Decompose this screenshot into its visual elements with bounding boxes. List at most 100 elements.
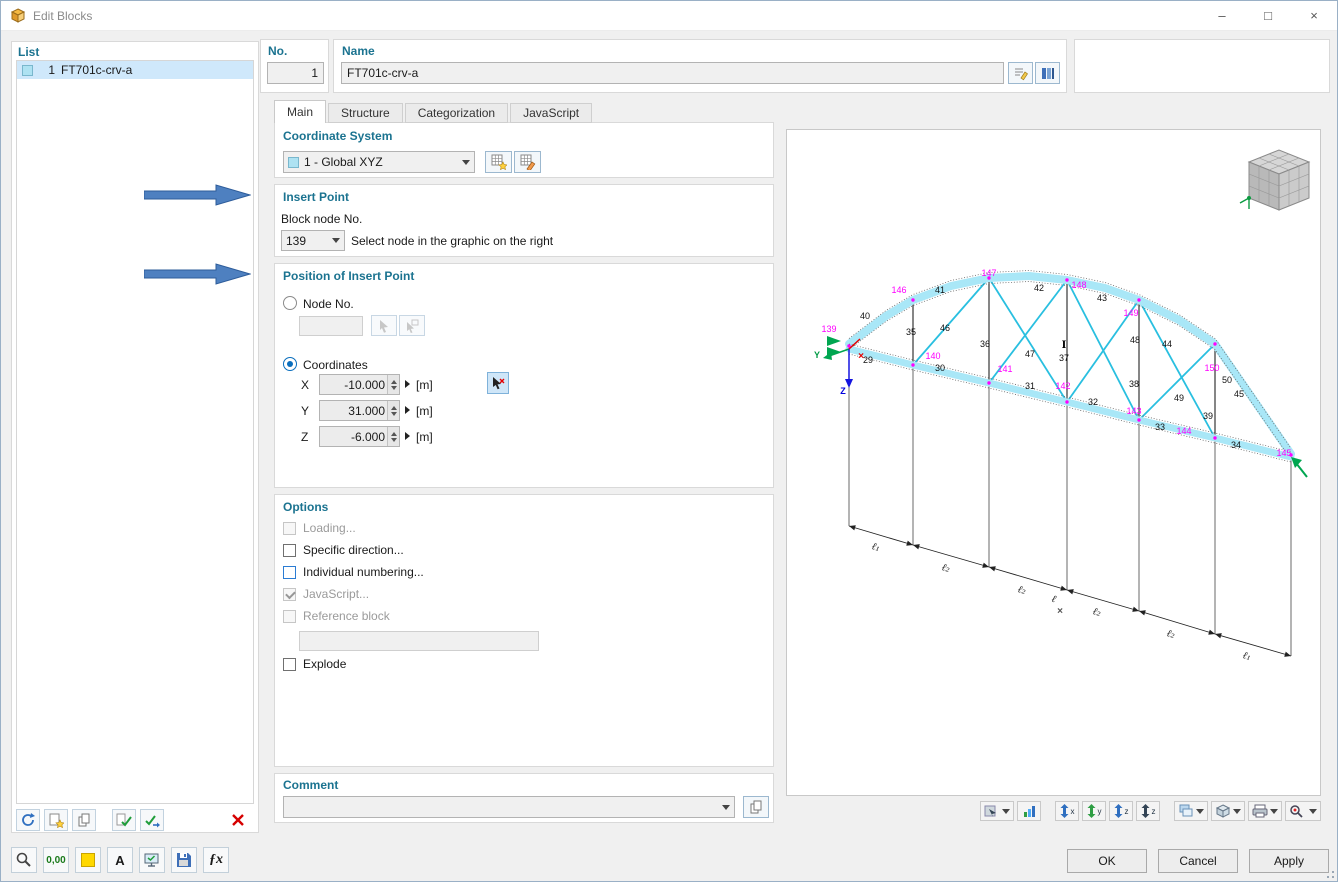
truss-diagonal-member[interactable]	[1138, 343, 1216, 421]
font-settings-button[interactable]: A	[107, 847, 133, 873]
unit-menu-icon[interactable]	[405, 432, 414, 440]
unit-menu-icon[interactable]	[405, 406, 414, 414]
node-dot[interactable]	[1137, 298, 1141, 302]
truss-diagonal-member[interactable]	[1066, 299, 1140, 403]
units-settings-button[interactable]: 0,00	[43, 847, 69, 873]
node-dot[interactable]	[1289, 453, 1293, 457]
block-list[interactable]: 1 FT701c-crv-a	[16, 60, 254, 804]
y-spinner[interactable]	[387, 401, 399, 420]
resize-grip[interactable]	[1322, 866, 1334, 878]
visibility-button[interactable]	[1174, 801, 1208, 821]
ok-button[interactable]: OK	[1067, 849, 1147, 873]
z-spinner[interactable]	[387, 427, 399, 446]
copy-comment-button[interactable]	[743, 796, 769, 818]
apply-check-button[interactable]	[140, 809, 164, 831]
maximize-button[interactable]: □	[1264, 8, 1272, 23]
loading-checkbox[interactable]	[283, 521, 296, 535]
coordinates-radio[interactable]	[283, 357, 297, 371]
library-button[interactable]	[1035, 62, 1060, 84]
option-reference-block[interactable]: Reference block	[283, 609, 390, 623]
tab-structure[interactable]: Structure	[328, 103, 403, 123]
find-button[interactable]	[11, 847, 37, 873]
print-button[interactable]	[1248, 801, 1282, 821]
node-dot[interactable]	[1137, 418, 1141, 422]
delete-block-button[interactable]	[226, 809, 250, 831]
new-block-button[interactable]	[44, 809, 68, 831]
option-explode[interactable]: Explode	[283, 657, 346, 671]
javascript-checkbox[interactable]	[283, 587, 296, 601]
graphic-settings-button[interactable]	[1017, 801, 1041, 821]
close-button[interactable]: ×	[1310, 8, 1318, 23]
block-name-input[interactable]: FT701c-crv-a	[341, 62, 1004, 84]
truss-chord-member[interactable]	[845, 345, 1295, 461]
cancel-button[interactable]: Cancel	[1158, 849, 1238, 873]
node-dot[interactable]	[911, 363, 915, 367]
new-coordinate-system-button[interactable]	[485, 151, 512, 173]
formula-button[interactable]: ƒx	[203, 847, 229, 873]
view-y-button[interactable]: y	[1082, 801, 1106, 821]
node-dot[interactable]	[911, 298, 915, 302]
pick-coordinates-button[interactable]	[487, 372, 509, 394]
explode-checkbox[interactable]	[283, 657, 296, 671]
model-view[interactable]: 29 30 31 32 33 34 35 36 37 38 39 40 41 42 43 44 45 46 47 48…	[787, 130, 1320, 795]
copy-block-button[interactable]	[72, 809, 96, 831]
reference-block-input[interactable]	[299, 631, 539, 651]
pick-node-button[interactable]	[371, 315, 397, 336]
edit-comment-button[interactable]	[1008, 62, 1033, 84]
z-coordinate-input[interactable]: -6.000	[319, 426, 400, 447]
spin-down-icon[interactable]	[390, 385, 397, 393]
coordinates-radio-label[interactable]: Coordinates	[303, 358, 368, 372]
truss-diagonal-member[interactable]	[912, 277, 990, 366]
option-individual-numbering[interactable]: Individual numbering...	[283, 565, 424, 579]
save-defaults-button[interactable]	[171, 847, 197, 873]
view-x-button[interactable]: x	[1055, 801, 1079, 821]
list-item[interactable]: 1 FT701c-crv-a	[17, 61, 253, 79]
option-specific-direction[interactable]: Specific direction...	[283, 543, 404, 557]
node-dot[interactable]	[847, 344, 851, 348]
view-minus-z-button[interactable]: z	[1136, 801, 1160, 821]
node-no-radio[interactable]	[283, 296, 297, 310]
spin-down-icon[interactable]	[390, 411, 397, 419]
truss-diagonal-member[interactable]	[988, 277, 1068, 403]
truss-diagonal-member[interactable]	[988, 279, 1068, 384]
reference-block-checkbox[interactable]	[283, 609, 296, 623]
node-dot[interactable]	[1213, 436, 1217, 440]
node-dot[interactable]	[987, 381, 991, 385]
manage-blocks-button[interactable]	[16, 809, 40, 831]
tab-javascript[interactable]: JavaScript	[510, 103, 593, 123]
x-coordinate-input[interactable]: -10.000	[319, 374, 400, 395]
edit-coordinate-system-button[interactable]	[514, 151, 541, 173]
tab-main[interactable]: Main	[274, 100, 327, 123]
navigation-cube-icon[interactable]	[1239, 149, 1311, 211]
spin-up-icon[interactable]	[390, 429, 397, 436]
view-z-button[interactable]: z	[1109, 801, 1133, 821]
x-spinner[interactable]	[387, 375, 399, 394]
spin-down-icon[interactable]	[390, 437, 397, 445]
comment-input[interactable]	[283, 796, 735, 818]
coordinate-system-select[interactable]: 1 - Global XYZ	[283, 151, 475, 173]
zoom-button[interactable]	[1285, 801, 1321, 821]
node-dot[interactable]	[1213, 342, 1217, 346]
pick-node-window-button[interactable]	[399, 315, 425, 336]
truss-diagonal-member[interactable]	[1138, 299, 1216, 439]
spin-up-icon[interactable]	[390, 377, 397, 384]
node-dot[interactable]	[987, 276, 991, 280]
individual-numbering-checkbox[interactable]	[283, 565, 296, 579]
node-no-input[interactable]	[299, 316, 363, 336]
specific-direction-checkbox[interactable]	[283, 543, 296, 557]
section-box-button[interactable]	[1211, 801, 1245, 821]
block-node-select[interactable]: 139	[281, 230, 345, 251]
unit-menu-icon[interactable]	[405, 380, 414, 388]
node-no-radio-label[interactable]: Node No.	[303, 297, 354, 311]
node-dot[interactable]	[1065, 278, 1069, 282]
color-settings-button[interactable]	[75, 847, 101, 873]
check-blocks-button[interactable]	[112, 809, 136, 831]
option-loading[interactable]: Loading...	[283, 521, 356, 535]
minimize-button[interactable]: –	[1218, 8, 1226, 23]
apply-button[interactable]: Apply	[1249, 849, 1329, 873]
option-javascript[interactable]: JavaScript...	[283, 587, 369, 601]
tab-categorization[interactable]: Categorization	[404, 103, 509, 123]
spin-up-icon[interactable]	[390, 403, 397, 410]
y-coordinate-input[interactable]: 31.000	[319, 400, 400, 421]
node-dot[interactable]	[1065, 400, 1069, 404]
